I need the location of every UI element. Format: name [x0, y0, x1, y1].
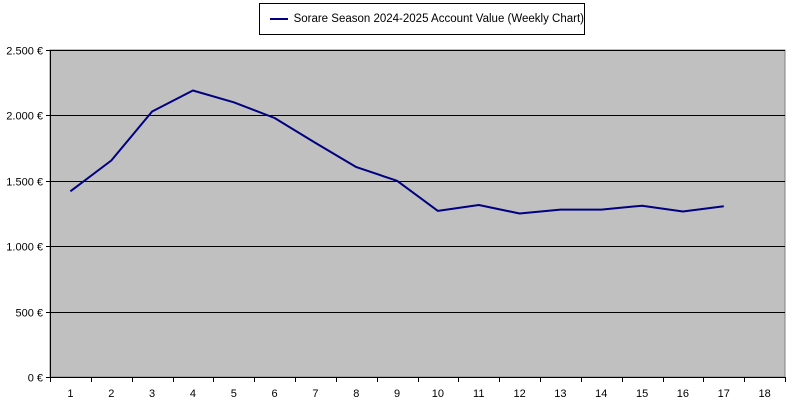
legend: Sorare Season 2024-2025 Account Value (W…	[259, 3, 585, 35]
y-tick-label: 2.500 €	[6, 46, 43, 58]
x-tick-label: 7	[312, 388, 318, 400]
plot-area	[50, 50, 785, 377]
x-tick-label: 3	[149, 388, 155, 400]
y-tick-label: 2.000 €	[6, 111, 43, 123]
y-tick-label: 1.000 €	[6, 242, 43, 254]
x-tick-label: 6	[272, 388, 278, 400]
x-tick-label: 1	[67, 388, 73, 400]
x-tick-label: 8	[353, 388, 359, 400]
x-tick-label: 12	[513, 388, 525, 400]
legend-label: Sorare Season 2024-2025 Account Value (W…	[294, 13, 584, 25]
x-tick-label: 5	[231, 388, 237, 400]
x-tick-label: 4	[190, 388, 196, 400]
x-tick-label: 14	[595, 388, 607, 400]
x-tick-label: 18	[758, 388, 770, 400]
y-tick-label: 1.500 €	[6, 177, 43, 189]
x-tick-label: 13	[554, 388, 566, 400]
y-tick-label: 0 €	[28, 373, 43, 385]
x-tick-label: 17	[718, 388, 730, 400]
x-tick-label: 9	[394, 388, 400, 400]
legend-swatch	[270, 18, 288, 20]
y-tick-label: 500 €	[15, 308, 43, 320]
x-tick-label: 16	[677, 388, 689, 400]
x-tick-label: 15	[636, 388, 648, 400]
x-tick-label: 2	[108, 388, 114, 400]
x-tick-label: 10	[432, 388, 444, 400]
x-tick-label: 11	[473, 388, 484, 400]
y-axis: 0 € 500 € 1.000 € 1.500 € 2.000 € 2.500 €	[6, 46, 50, 385]
